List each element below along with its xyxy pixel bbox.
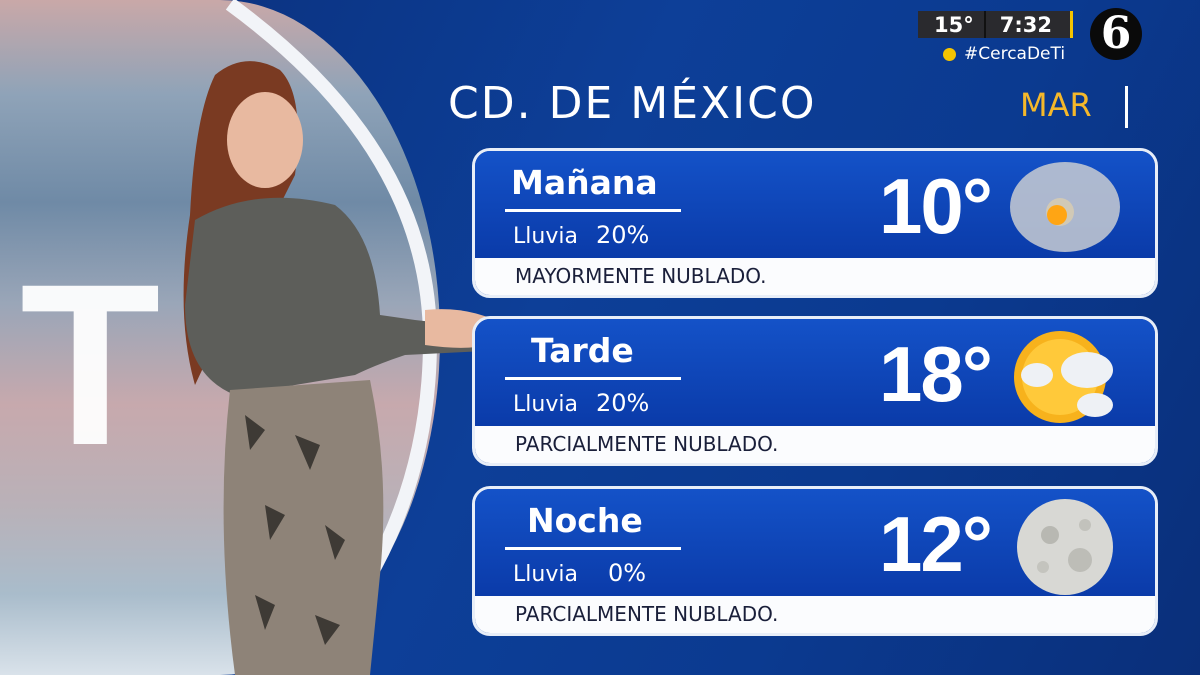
forecast-card-morning: Mañana Lluvia 20% 10° MAYORMENTE NUBLADO. bbox=[472, 148, 1158, 298]
channel-logo: 6 bbox=[1090, 8, 1142, 60]
period-label: Tarde bbox=[531, 331, 634, 370]
day-label: MAR bbox=[1020, 86, 1092, 124]
rain-label: Lluvia bbox=[513, 392, 578, 417]
period-label: Noche bbox=[527, 501, 643, 540]
divider bbox=[1070, 11, 1073, 38]
ticker-bar: 15° 7:32 bbox=[918, 11, 1070, 38]
temperature: 10° bbox=[879, 162, 993, 250]
divider bbox=[1125, 86, 1128, 128]
forecast-card-afternoon: Tarde Lluvia 20% 18° PARCIALMENTE NUBLADO… bbox=[472, 316, 1158, 466]
description: MAYORMENTE NUBLADO. bbox=[475, 258, 1155, 295]
current-temperature: 15° bbox=[918, 11, 986, 38]
mostly-cloudy-icon bbox=[1010, 162, 1120, 252]
city-title: CD. DE MÉXICO bbox=[448, 78, 817, 129]
description: PARCIALMENTE NUBLADO. bbox=[475, 596, 1155, 633]
rain-chance: Lluvia 20% bbox=[513, 221, 649, 249]
rain-value: 0% bbox=[607, 559, 647, 587]
temperature: 18° bbox=[879, 330, 993, 418]
dot-icon bbox=[943, 47, 956, 61]
underline bbox=[505, 547, 681, 550]
rain-chance: Lluvia 20% bbox=[513, 389, 649, 417]
underline bbox=[505, 377, 681, 380]
underline bbox=[505, 209, 681, 212]
background-logo: T bbox=[20, 236, 161, 493]
rain-value: 20% bbox=[595, 221, 650, 249]
rain-label: Lluvia bbox=[513, 224, 578, 249]
moon-icon bbox=[1017, 499, 1113, 595]
description: PARCIALMENTE NUBLADO. bbox=[475, 426, 1155, 463]
hashtag-text: #CercaDeTi bbox=[964, 44, 1066, 64]
rain-chance: Lluvia 0% bbox=[513, 559, 646, 587]
partly-cloudy-icon bbox=[1014, 331, 1113, 423]
presenter bbox=[183, 61, 513, 675]
period-label: Mañana bbox=[511, 163, 658, 202]
temperature: 12° bbox=[879, 500, 993, 588]
hashtag: #CercaDeTi bbox=[943, 44, 1065, 64]
forecast-card-night: Noche Lluvia 0% 12° PARCIALMENTE NUBLADO. bbox=[472, 486, 1158, 636]
current-time: 7:32 bbox=[999, 12, 1052, 37]
rain-label: Lluvia bbox=[513, 562, 578, 587]
rain-value: 20% bbox=[595, 389, 650, 417]
